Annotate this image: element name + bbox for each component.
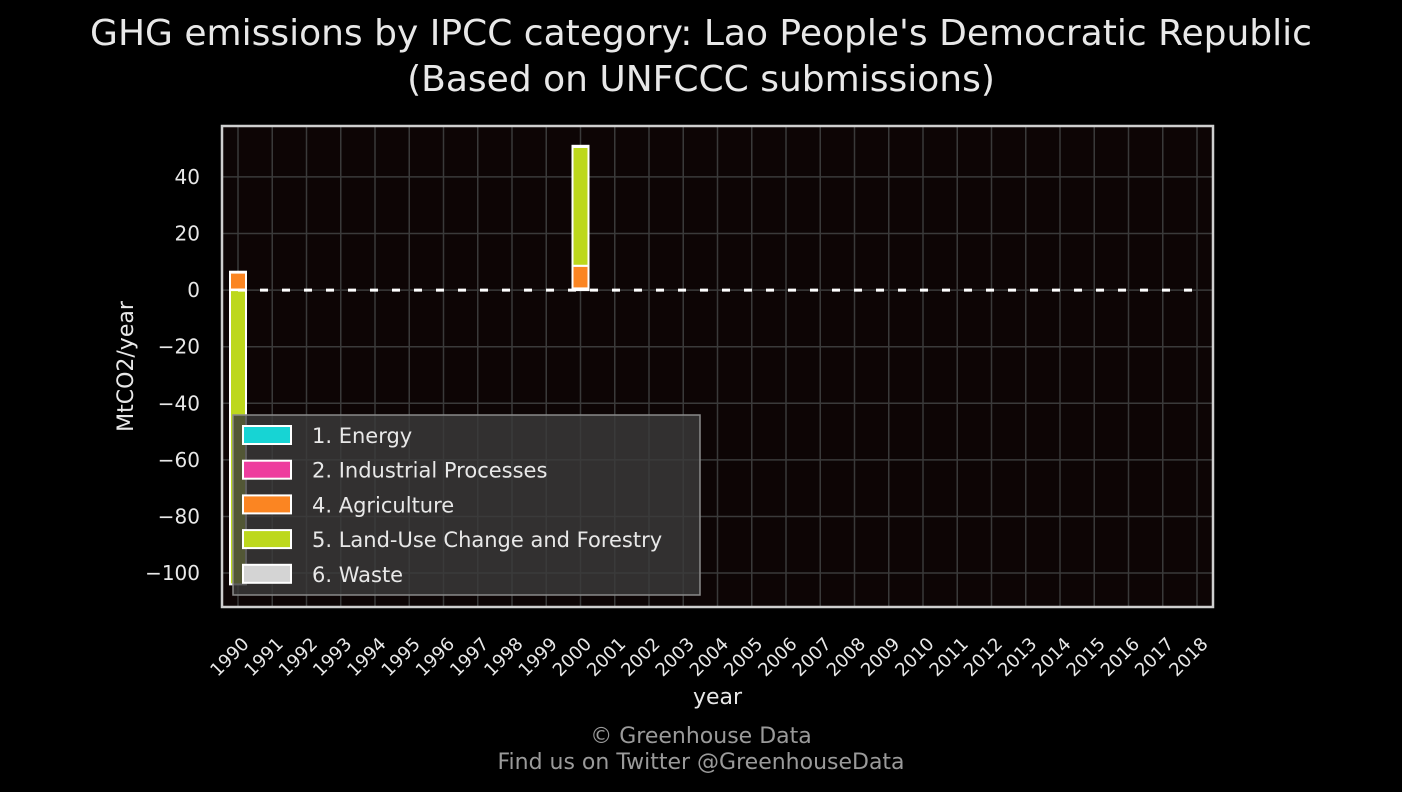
y-tick-label: −40	[158, 391, 200, 415]
x-tick-label: 1990	[206, 634, 253, 681]
x-tick-label: 2002	[617, 634, 664, 681]
x-tick-label: 2007	[789, 634, 836, 681]
twitter-credit-text: Find us on Twitter @GreenhouseData	[497, 750, 905, 775]
x-tick-label: 2003	[652, 634, 699, 681]
legend-box	[232, 414, 701, 596]
legend-label: 4. Agriculture	[312, 493, 454, 517]
y-axis-label: MtCO2/year	[114, 300, 139, 432]
x-tick-label: 1999	[515, 634, 562, 681]
y-tick-label: −100	[145, 561, 200, 585]
x-tick-label: 2016	[1097, 634, 1144, 681]
legend-label: 6. Waste	[312, 563, 403, 587]
x-tick-label: 2018	[1165, 634, 1212, 681]
x-tick-label: 1992	[275, 634, 322, 681]
chart-title: GHG emissions by IPCC category: Lao Peop…	[90, 13, 1312, 54]
bar-segment	[229, 270, 247, 274]
x-tick-label: 1996	[412, 634, 459, 681]
x-tick-label: 2011	[926, 634, 973, 681]
x-tick-label: 2000	[549, 634, 596, 681]
legend-swatch	[242, 459, 292, 480]
legend-swatch	[242, 425, 292, 445]
x-tick-label: 2009	[857, 634, 904, 681]
x-tick-label: 1993	[309, 634, 356, 681]
y-tick-label: −80	[158, 504, 200, 528]
bar-segment	[571, 145, 590, 267]
x-tick-label: 2004	[686, 634, 733, 681]
y-tick-label: −60	[158, 448, 200, 472]
x-tick-label: 2014	[1028, 634, 1075, 681]
chart-legend: 1. Energy 2. Industrial Processes 4. Agric…	[232, 414, 701, 596]
bar-segment	[571, 264, 590, 290]
legend-swatch	[242, 563, 292, 584]
x-tick-label: 2012	[960, 634, 1007, 681]
y-tick-label: 20	[175, 222, 200, 246]
x-tick-label: 1994	[343, 634, 390, 681]
x-tick-label: 2010	[891, 634, 938, 681]
chart-subtitle: (Based on UNFCCC submissions)	[407, 59, 995, 100]
x-tick-label: 1991	[241, 634, 288, 681]
x-axis-label: year	[693, 685, 743, 710]
legend-label: 2. Industrial Processes	[312, 459, 547, 483]
legend-swatch	[242, 494, 292, 515]
legend-swatch	[242, 529, 292, 550]
x-tick-label: 2008	[823, 634, 870, 681]
x-tick-label: 1997	[446, 634, 493, 681]
legend-label: 1. Energy	[312, 424, 412, 448]
x-tick-label: 2001	[583, 634, 630, 681]
y-tick-label: −20	[158, 335, 200, 359]
bar-segment	[229, 271, 247, 291]
x-tick-label: 1995	[378, 634, 425, 681]
x-tick-label: 2006	[754, 634, 801, 681]
y-tick-label: 0	[187, 278, 200, 302]
bar-segment	[571, 144, 590, 148]
legend-label: 5. Land-Use Change and Forestry	[312, 528, 662, 552]
credit-text: © Greenhouse Data	[590, 724, 812, 749]
plot-frame	[220, 124, 1215, 609]
x-tick-label: 2015	[1063, 634, 1110, 681]
y-tick-label: 40	[175, 165, 200, 189]
x-tick-label: 2017	[1131, 634, 1178, 681]
x-tick-label: 2013	[994, 634, 1041, 681]
x-tick-label: 2005	[720, 634, 767, 681]
x-tick-label: 1998	[480, 634, 527, 681]
